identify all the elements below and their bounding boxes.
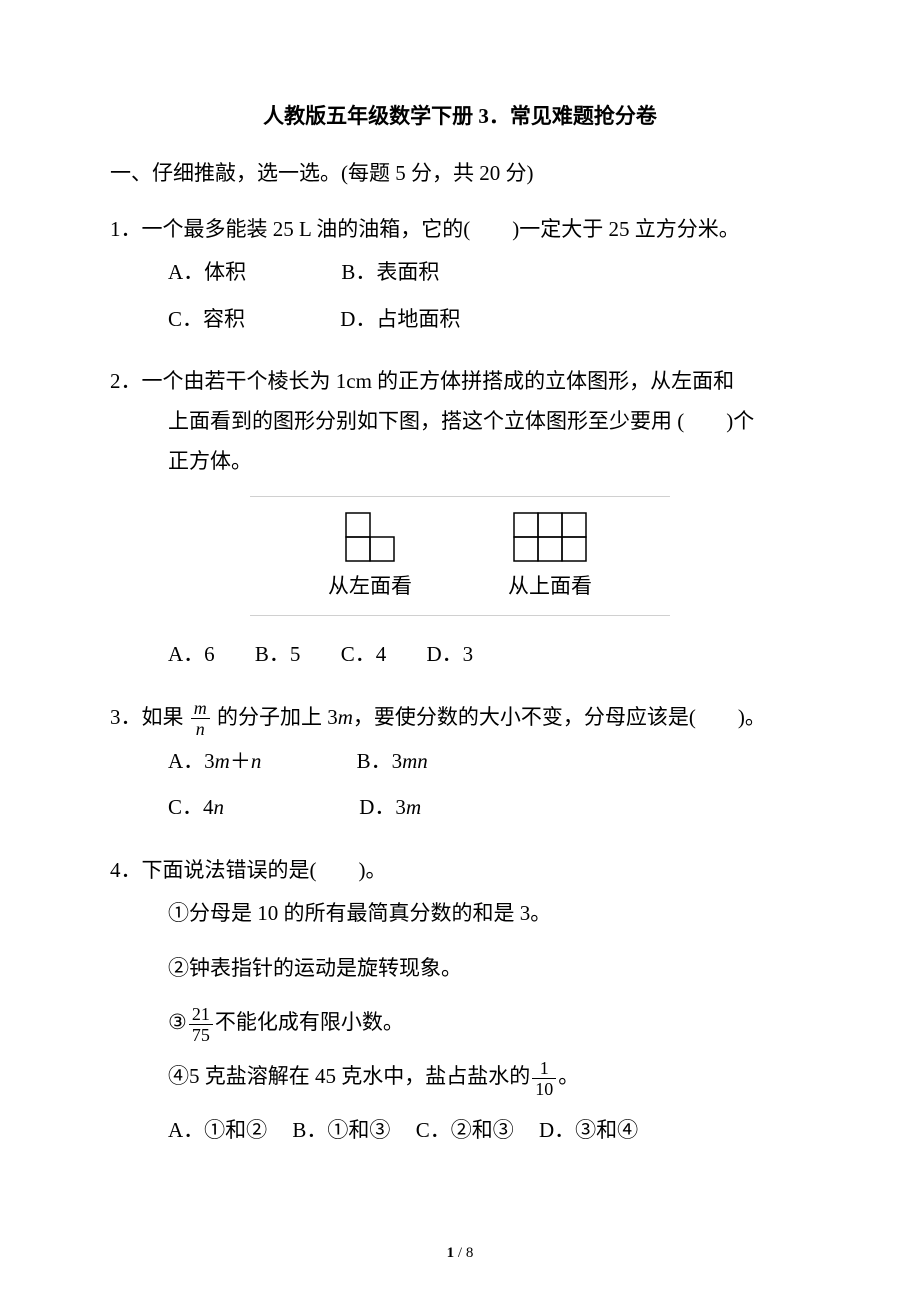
left-view-svg: [345, 512, 395, 562]
q4-frac-1-10: 110: [532, 1059, 556, 1098]
q1-opt-b: B．表面积: [341, 260, 439, 284]
q2-line1: 2．一个由若干个棱长为 1cm 的正方体拼搭成的立体图形，从左面和: [110, 362, 810, 402]
q2-opt-b: B．5: [255, 631, 301, 677]
top-view-block: 从上面看: [508, 512, 592, 607]
q3-opt-c: C．4n: [168, 784, 224, 830]
top-view-label: 从上面看: [508, 567, 592, 607]
question-3: 3．如果 mn 的分子加上 3m，要使分数的大小不变，分母应该是( )。 A．3…: [110, 698, 810, 831]
q3-opt-b: B．3mn: [357, 749, 428, 773]
q4-frac-21-75: 2175: [189, 1005, 213, 1044]
page-total: 8: [466, 1245, 474, 1261]
q1-opt-d: D．占地面积: [340, 307, 460, 331]
question-1: 1．一个最多能装 25 L 油的油箱，它的( )一定大于 25 立方分米。 A．…: [110, 210, 810, 342]
section-1-header: 一、仔细推敲，选一选。(每题 5 分，共 20 分): [110, 158, 810, 190]
q2-opt-a: A．6: [168, 631, 215, 677]
q4-opt-a: A．①和②: [168, 1107, 267, 1153]
q3-text: 3．如果 mn 的分子加上 3m，要使分数的大小不变，分母应该是( )。: [110, 698, 810, 739]
page-footer: 1 / 8: [0, 1245, 920, 1262]
top-view-svg: [513, 512, 588, 562]
q2-line3: 正方体。: [110, 442, 810, 482]
q4-item2: ②钟表指针的运动是旋转现象。: [110, 945, 810, 991]
q2-line2: 上面看到的图形分别如下图，搭这个立体图形至少要用 ( )个: [110, 402, 810, 442]
left-view-block: 从左面看: [328, 512, 412, 607]
q4-text: 4．下面说法错误的是( )。: [110, 851, 810, 891]
q4-item3: ③2175不能化成有限小数。: [110, 999, 810, 1045]
q2-opt-c: C．4: [341, 631, 387, 677]
left-view-label: 从左面看: [328, 567, 412, 607]
q4-opt-b: B．①和③: [292, 1107, 390, 1153]
q1-opt-a: A．体积: [168, 249, 246, 295]
q2-figure: 从左面看 从上面看: [250, 496, 670, 616]
q4-item4: ④5 克盐溶解在 45 克水中，盐占盐水的110。: [110, 1053, 810, 1099]
q3-fraction: mn: [191, 699, 210, 738]
q4-opt-d: D．③和④: [539, 1107, 638, 1153]
q3-opt-d: D．3m: [359, 795, 421, 819]
q4-item1: ①分母是 10 的所有最简真分数的和是 3。: [110, 890, 810, 936]
question-2: 2．一个由若干个棱长为 1cm 的正方体拼搭成的立体图形，从左面和 上面看到的图…: [110, 362, 810, 678]
exam-title: 人教版五年级数学下册 3．常见难题抢分卷: [110, 100, 810, 130]
q3-opt-a: A．3m＋n: [168, 738, 261, 784]
q1-text: 1．一个最多能装 25 L 油的油箱，它的( )一定大于 25 立方分米。: [110, 210, 810, 250]
q1-opt-c: C．容积: [168, 296, 245, 342]
q2-opt-d: D．3: [426, 631, 473, 677]
question-4: 4．下面说法错误的是( )。 ①分母是 10 的所有最简真分数的和是 3。 ②钟…: [110, 851, 810, 1154]
q4-opt-c: C．②和③: [416, 1107, 514, 1153]
